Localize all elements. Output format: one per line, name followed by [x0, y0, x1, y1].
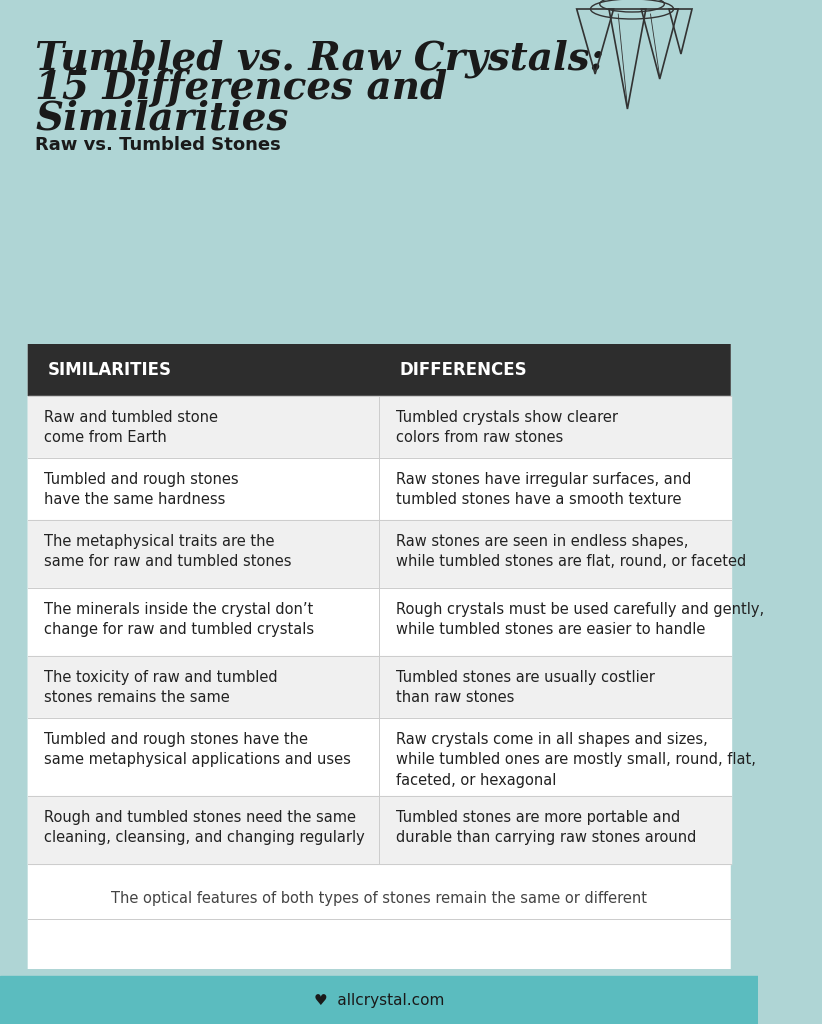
Bar — [28, 796, 731, 864]
FancyBboxPatch shape — [28, 344, 731, 396]
Text: Tumbled vs. Raw Crystals:: Tumbled vs. Raw Crystals: — [35, 39, 604, 78]
Text: 15 Differences and: 15 Differences and — [35, 69, 447, 106]
Bar — [28, 520, 731, 588]
Text: DIFFERENCES: DIFFERENCES — [399, 361, 527, 379]
Text: Similarities: Similarities — [35, 99, 289, 137]
Bar — [28, 458, 731, 520]
Bar — [28, 718, 731, 796]
Text: Raw stones have irregular surfaces, and
tumbled stones have a smooth texture: Raw stones have irregular surfaces, and … — [396, 472, 691, 508]
Text: The minerals inside the crystal don’t
change for raw and tumbled crystals: The minerals inside the crystal don’t ch… — [44, 602, 314, 637]
Text: Raw vs. Tumbled Stones: Raw vs. Tumbled Stones — [35, 136, 281, 154]
Text: Raw crystals come in all shapes and sizes,
while tumbled ones are mostly small, : Raw crystals come in all shapes and size… — [396, 732, 755, 787]
FancyBboxPatch shape — [28, 344, 731, 969]
Text: Tumbled stones are usually costlier
than raw stones: Tumbled stones are usually costlier than… — [396, 670, 654, 706]
Text: SIMILARITIES: SIMILARITIES — [48, 361, 172, 379]
Text: ♥  allcrystal.com: ♥ allcrystal.com — [314, 992, 445, 1008]
Text: The toxicity of raw and tumbled
stones remains the same: The toxicity of raw and tumbled stones r… — [44, 670, 278, 706]
Bar — [28, 588, 731, 656]
Text: Raw and tumbled stone
come from Earth: Raw and tumbled stone come from Earth — [44, 410, 219, 445]
Text: Tumbled and rough stones have the
same metaphysical applications and uses: Tumbled and rough stones have the same m… — [44, 732, 351, 767]
Text: Rough crystals must be used carefully and gently,
while tumbled stones are easie: Rough crystals must be used carefully an… — [396, 602, 764, 637]
Bar — [28, 396, 731, 458]
Text: Tumbled stones are more portable and
durable than carrying raw stones around: Tumbled stones are more portable and dur… — [396, 810, 696, 846]
Text: Raw stones are seen in endless shapes,
while tumbled stones are flat, round, or : Raw stones are seen in endless shapes, w… — [396, 534, 746, 569]
Text: Rough and tumbled stones need the same
cleaning, cleansing, and changing regular: Rough and tumbled stones need the same c… — [44, 810, 365, 846]
Bar — [28, 656, 731, 718]
Text: The optical features of both types of stones remain the same or different: The optical features of both types of st… — [111, 892, 647, 906]
Text: Tumbled and rough stones
have the same hardness: Tumbled and rough stones have the same h… — [44, 472, 239, 508]
Bar — [0, 976, 759, 1024]
Text: The metaphysical traits are the
same for raw and tumbled stones: The metaphysical traits are the same for… — [44, 534, 292, 569]
Text: Tumbled crystals show clearer
colors from raw stones: Tumbled crystals show clearer colors fro… — [396, 410, 618, 445]
